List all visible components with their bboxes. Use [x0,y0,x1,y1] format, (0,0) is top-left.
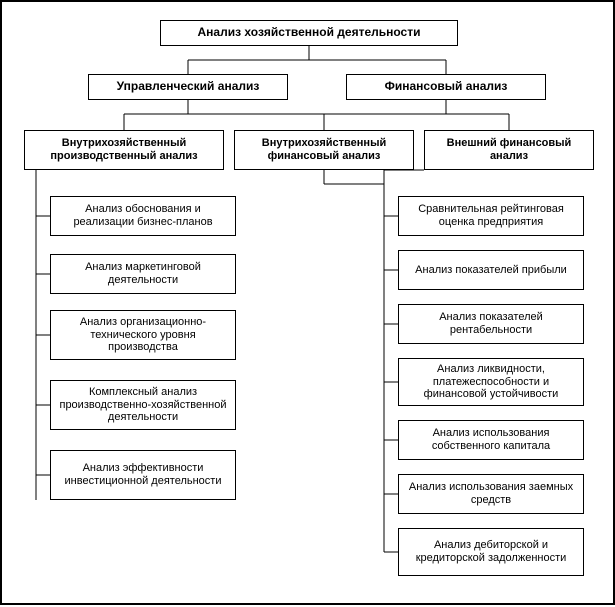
node-c2: Внутрихозяйственный финансовый анализ [234,130,414,170]
node-l2: Анализ маркетинговой деятельности [50,254,236,294]
node-label: Комплексный анализ производственно-хозяй… [57,386,229,424]
node-r2: Анализ показателей прибыли [398,250,584,290]
node-l3: Анализ организационно-технического уровн… [50,310,236,360]
diagram-canvas: Анализ хозяйственной деятельности Управле… [0,0,615,605]
node-label: Анализ организационно-технического уровн… [57,316,229,354]
node-label: Сравнительная рейтинговая оценка предпри… [405,203,577,228]
node-mgmt: Управленческий анализ [88,74,288,100]
node-r7: Анализ дебиторской и кредиторской задолж… [398,528,584,576]
node-label: Анализ маркетинговой деятельности [57,261,229,286]
node-label: Анализ использования собственного капита… [405,427,577,452]
node-label: Анализ эффективности инвестиционной деят… [57,462,229,487]
node-label: Анализ хозяйственной деятельности [198,26,421,40]
node-r1: Сравнительная рейтинговая оценка предпри… [398,196,584,236]
node-l5: Анализ эффективности инвестиционной деят… [50,450,236,500]
node-label: Анализ обоснования и реализации бизнес-п… [57,203,229,228]
node-label: Анализ показателей прибыли [415,264,567,277]
node-label: Финансовый анализ [385,80,508,94]
node-l1: Анализ обоснования и реализации бизнес-п… [50,196,236,236]
node-label: Анализ ликвидности, платежеспособности и… [405,363,577,401]
node-label: Анализ использования заемных средств [405,481,577,506]
node-c1: Внутрихозяйственный производственный ана… [24,130,224,170]
node-label: Внутрихозяйственный финансовый анализ [241,137,407,162]
node-label: Внешний финансовый анализ [431,137,587,162]
node-r3: Анализ показателей рентабельности [398,304,584,344]
node-label: Анализ показателей рентабельности [405,311,577,336]
node-label: Внутрихозяйственный производственный ана… [31,137,217,162]
node-fin: Финансовый анализ [346,74,546,100]
node-root: Анализ хозяйственной деятельности [160,20,458,46]
node-label: Анализ дебиторской и кредиторской задолж… [405,539,577,564]
node-r6: Анализ использования заемных средств [398,474,584,514]
node-r4: Анализ ликвидности, платежеспособности и… [398,358,584,406]
node-label: Управленческий анализ [117,80,260,94]
node-r5: Анализ использования собственного капита… [398,420,584,460]
node-l4: Комплексный анализ производственно-хозяй… [50,380,236,430]
node-c3: Внешний финансовый анализ [424,130,594,170]
